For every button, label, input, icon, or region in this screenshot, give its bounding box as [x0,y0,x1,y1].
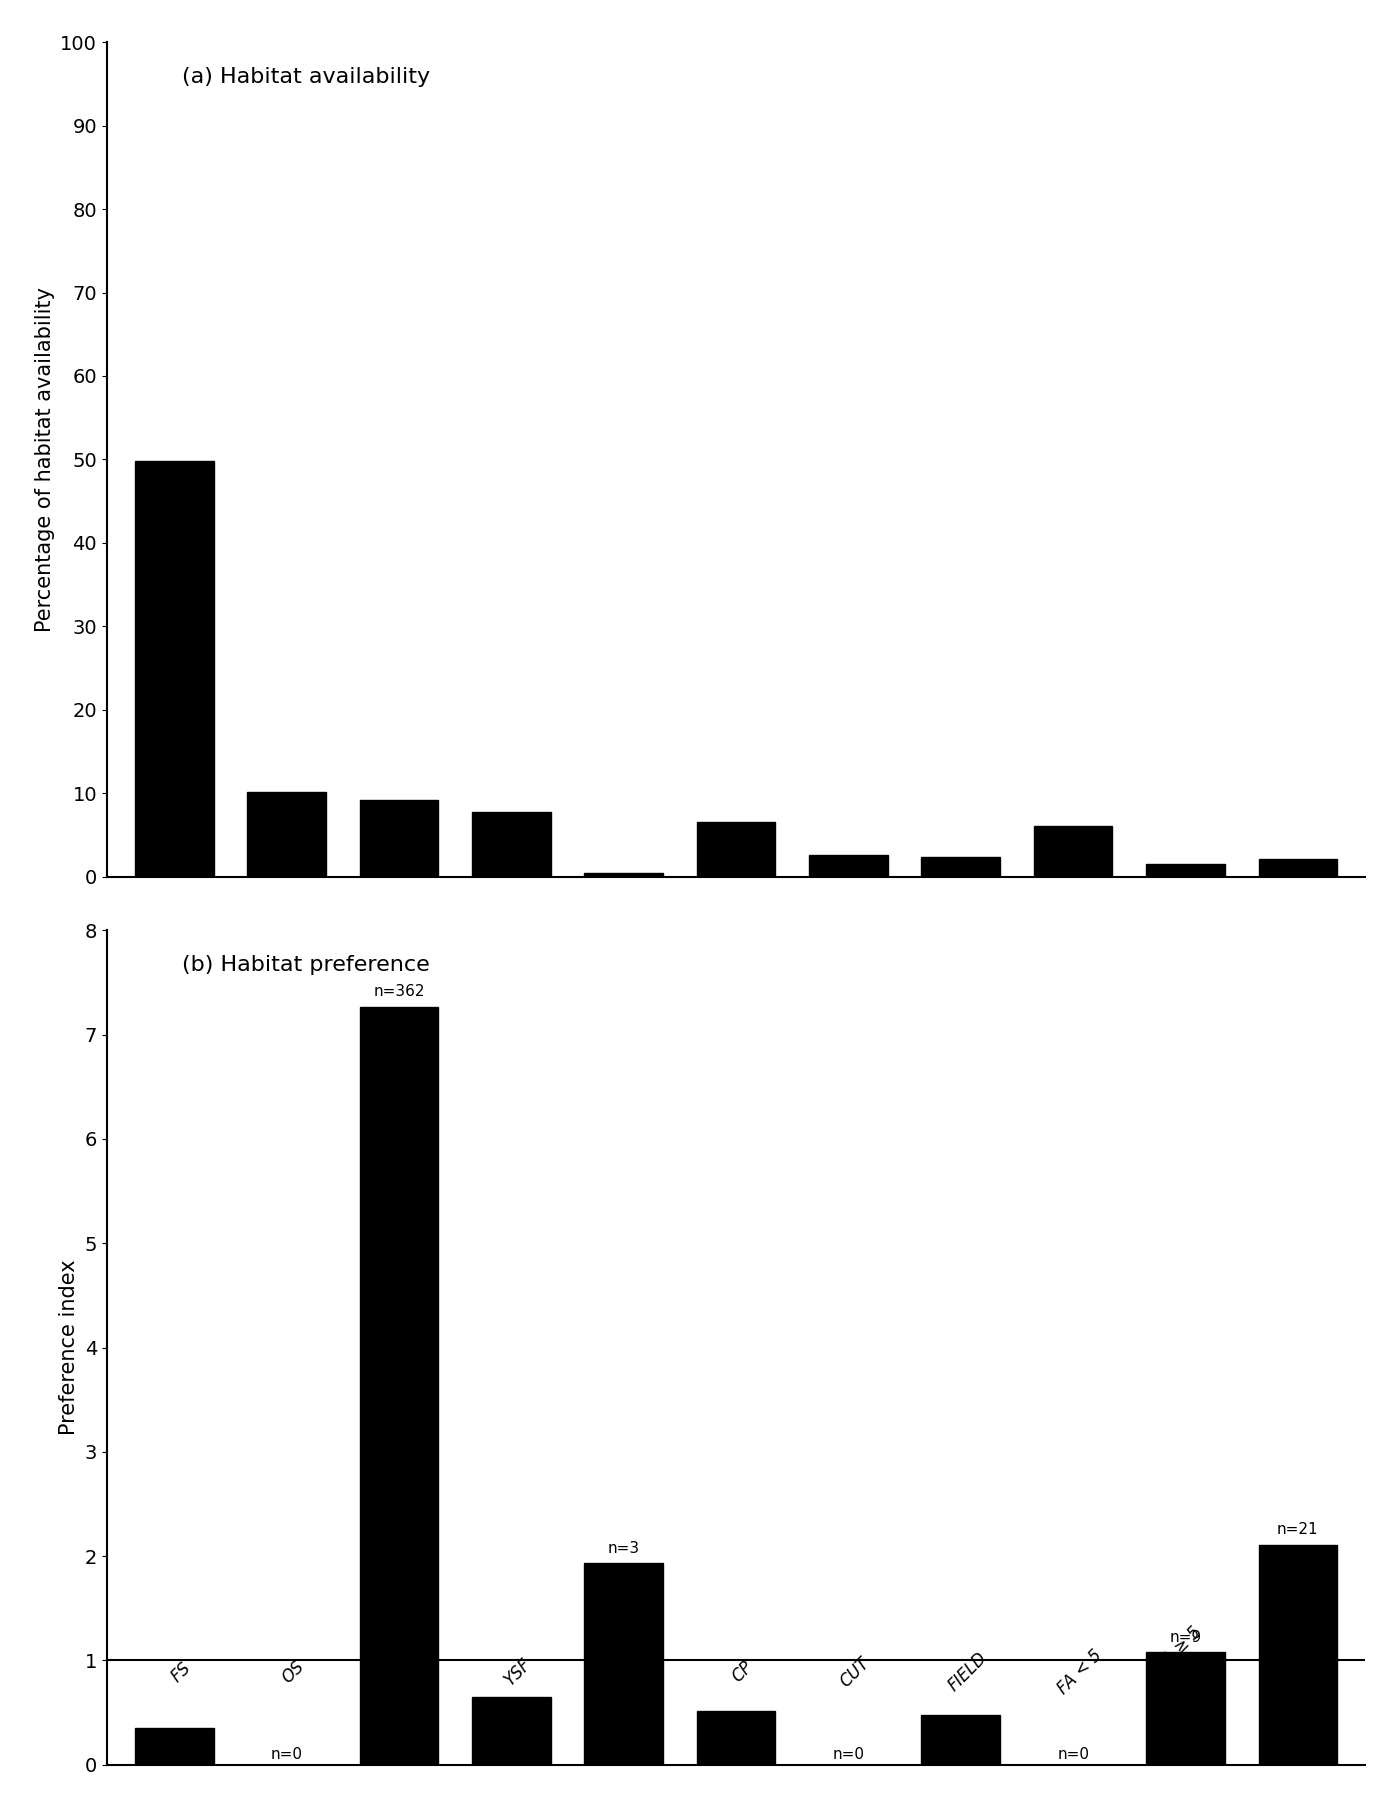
Y-axis label: Percentage of habitat availability: Percentage of habitat availability [35,286,55,632]
Y-axis label: Preference index: Preference index [59,1260,78,1436]
Text: (b) Habitat preference: (b) Habitat preference [182,956,430,976]
Text: n=0: n=0 [270,1746,302,1762]
Text: YSF: YSF [501,1655,535,1690]
Text: OS: OS [279,1657,308,1686]
Text: GF: GF [603,1635,631,1662]
Text: CUT: CUT [836,1653,874,1690]
Bar [472,1697,550,1764]
Text: n=3: n=3 [608,1541,640,1556]
Bar [134,462,214,877]
Bar [1147,1652,1225,1764]
Text: CP: CP [728,1659,756,1686]
Text: FIELD: FIELD [944,1650,990,1695]
Text: FA < 5+: FA < 5+ [1261,1619,1322,1679]
Text: FS: FS [167,1659,195,1686]
Text: n=17: n=17 [715,1746,757,1762]
Bar [134,1728,214,1764]
Bar [1033,826,1113,877]
Bar [697,822,776,877]
Bar [584,1563,664,1764]
Text: n=9: n=9 [1169,1630,1201,1644]
Text: n=0: n=0 [833,1746,864,1762]
Text: n=37: n=37 [490,1746,532,1762]
Bar [921,1715,1000,1764]
Text: SDF: SDF [375,1632,410,1666]
Bar [472,811,550,877]
Bar [697,1711,776,1764]
Text: n=5: n=5 [945,1746,977,1762]
Bar [584,873,664,877]
Text: n=0: n=0 [1057,1746,1089,1762]
Bar [360,800,438,877]
Text: n=95: n=95 [154,1746,195,1762]
Text: (a) Habitat availability: (a) Habitat availability [182,67,431,87]
Text: FA < 5: FA < 5 [1054,1646,1106,1699]
Text: n=362: n=362 [374,983,424,1000]
Bar [1259,1545,1337,1764]
Bar [248,793,326,877]
Text: FA ≥ 5: FA ≥ 5 [1154,1623,1205,1675]
Bar [360,1007,438,1764]
Bar [809,855,888,877]
Bar [1147,864,1225,877]
Text: n=21: n=21 [1277,1523,1319,1538]
Bar [1259,858,1337,877]
Bar [921,857,1000,877]
